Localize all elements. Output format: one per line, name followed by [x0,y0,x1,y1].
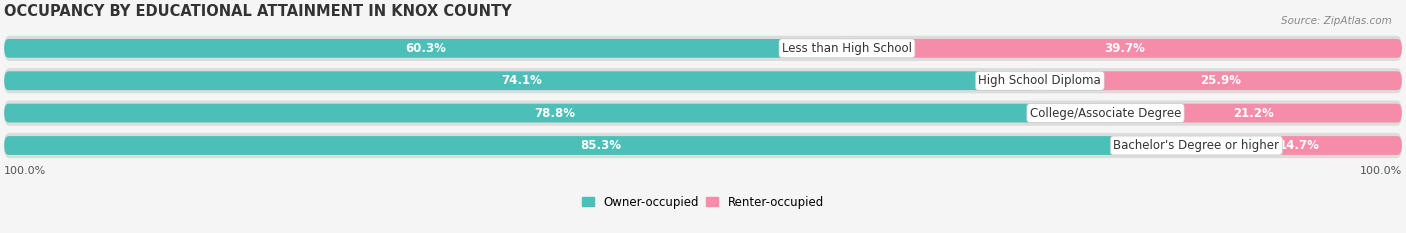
Text: 25.9%: 25.9% [1201,74,1241,87]
Legend: Owner-occupied, Renter-occupied: Owner-occupied, Renter-occupied [578,191,828,214]
Text: Less than High School: Less than High School [782,42,912,55]
Text: 21.2%: 21.2% [1233,107,1274,120]
Text: High School Diploma: High School Diploma [979,74,1101,87]
FancyBboxPatch shape [4,68,1402,93]
FancyBboxPatch shape [4,100,1402,126]
FancyBboxPatch shape [1197,136,1402,155]
FancyBboxPatch shape [4,133,1402,158]
Text: 78.8%: 78.8% [534,107,575,120]
FancyBboxPatch shape [1105,104,1402,123]
Text: 39.7%: 39.7% [1104,42,1144,55]
Text: 74.1%: 74.1% [502,74,543,87]
FancyBboxPatch shape [4,39,846,58]
FancyBboxPatch shape [4,71,1040,90]
Text: OCCUPANCY BY EDUCATIONAL ATTAINMENT IN KNOX COUNTY: OCCUPANCY BY EDUCATIONAL ATTAINMENT IN K… [4,4,512,19]
Text: 85.3%: 85.3% [579,139,621,152]
Text: College/Associate Degree: College/Associate Degree [1029,107,1181,120]
FancyBboxPatch shape [4,136,1197,155]
FancyBboxPatch shape [4,36,1402,61]
Text: 60.3%: 60.3% [405,42,446,55]
Text: Source: ZipAtlas.com: Source: ZipAtlas.com [1281,16,1392,26]
Text: Bachelor's Degree or higher: Bachelor's Degree or higher [1114,139,1279,152]
FancyBboxPatch shape [846,39,1402,58]
Text: 14.7%: 14.7% [1278,139,1320,152]
FancyBboxPatch shape [1040,71,1402,90]
FancyBboxPatch shape [4,104,1105,123]
Text: 100.0%: 100.0% [4,166,46,176]
Text: 100.0%: 100.0% [1360,166,1402,176]
